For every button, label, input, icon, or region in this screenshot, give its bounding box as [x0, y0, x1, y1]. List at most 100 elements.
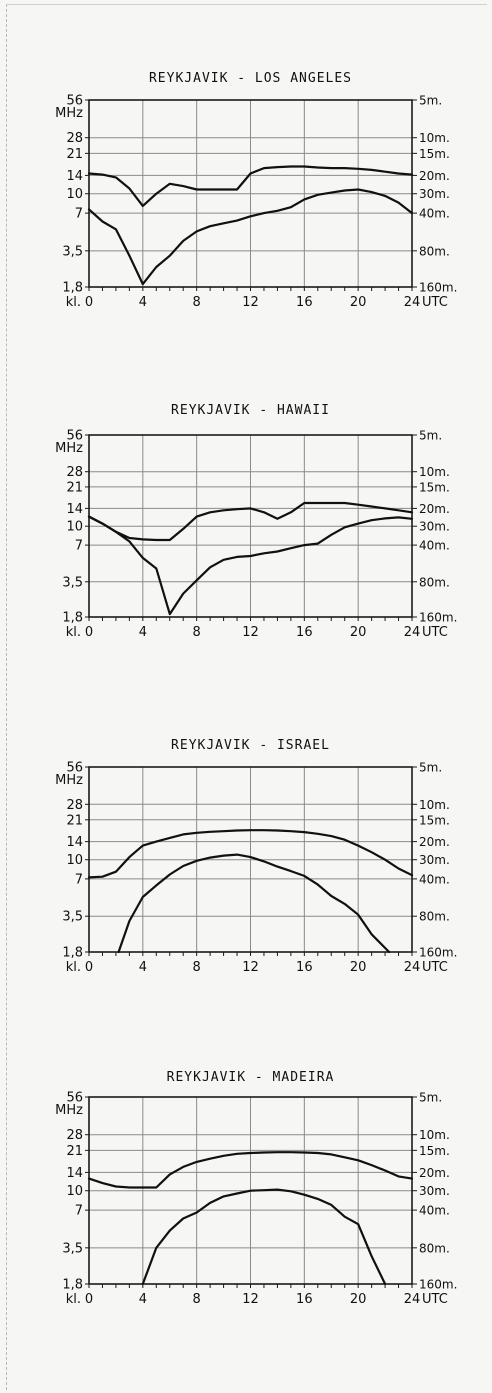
y-tick-label: 7 [75, 539, 83, 554]
x-tick-label: 8 [193, 1292, 201, 1307]
band-label: 80m. [419, 910, 450, 924]
y-tick-label: 10 [66, 853, 83, 868]
chart-title: REYKJAVIK - ISRAEL [171, 738, 330, 753]
y-tick-label: 28 [66, 465, 83, 480]
y-tick-label: 10 [66, 187, 83, 202]
series-line-1 [87, 501, 414, 542]
x-tick-label: 16 [296, 1292, 313, 1307]
series-line-1 [87, 165, 414, 207]
band-label: 5m. [419, 1091, 442, 1105]
x-tick-label: 20 [350, 960, 367, 975]
x-start-label: kl. [66, 960, 81, 975]
y-unit-label: MHz [55, 1103, 83, 1118]
x-tick-label: 16 [296, 295, 313, 310]
x-tick-label: 8 [193, 295, 201, 310]
band-label: 5m. [419, 94, 442, 108]
y-tick-label: 1,8 [62, 281, 83, 296]
series-line-1 [87, 829, 414, 879]
band-label: 80m. [419, 1241, 450, 1255]
band-label: 80m. [419, 575, 450, 589]
band-label: 15m. [419, 813, 450, 827]
page-frame [6, 4, 487, 1390]
x-start-label: kl. [66, 625, 81, 640]
band-label: 40m. [419, 539, 450, 553]
band-label: 20m. [419, 502, 450, 516]
y-tick-label: 1,8 [62, 946, 83, 961]
y-unit-label: MHz [55, 106, 83, 121]
band-label: 40m. [419, 207, 450, 221]
y-unit-label: MHz [55, 441, 83, 456]
band-label: 160m. [419, 281, 457, 295]
x-tick-label: 12 [242, 1292, 259, 1307]
band-label: 15m. [419, 147, 450, 161]
y-tick-label: 21 [66, 813, 83, 828]
band-label: 20m. [419, 1166, 450, 1180]
series-line-1 [87, 1151, 414, 1189]
x-tick-label: 24 [404, 1292, 421, 1307]
y-tick-label: 1,8 [62, 1278, 83, 1293]
y-tick-label: 56 [66, 1091, 83, 1106]
band-label: 5m. [419, 429, 442, 443]
x-tick-label: 12 [242, 295, 259, 310]
y-unit-label: MHz [55, 773, 83, 788]
y-tick-label: 56 [66, 761, 83, 776]
band-label: 160m. [419, 1278, 457, 1292]
x-end-label: UTC [422, 625, 448, 640]
y-tick-label: 28 [66, 131, 83, 146]
y-tick-label: 14 [66, 169, 83, 184]
x-tick-label: 20 [350, 625, 367, 640]
y-tick-label: 28 [66, 798, 83, 813]
x-tick-label: 4 [139, 960, 147, 975]
y-tick-label: 7 [75, 872, 83, 887]
x-tick-label: 4 [139, 625, 147, 640]
x-tick-label: 12 [242, 625, 259, 640]
y-tick-label: 14 [66, 1166, 83, 1181]
x-tick-label: 16 [296, 960, 313, 975]
y-tick-label: 3,5 [62, 244, 83, 259]
x-tick-label: 20 [350, 295, 367, 310]
chart-title: REYKJAVIK - LOS ANGELES [149, 71, 352, 86]
x-tick-label: 24 [404, 960, 421, 975]
y-tick-label: 10 [66, 1184, 83, 1199]
y-tick-label: 21 [66, 1144, 83, 1159]
x-tick-label: 24 [404, 295, 421, 310]
x-end-label: UTC [422, 1292, 448, 1307]
band-label: 15m. [419, 480, 450, 494]
chart-title: REYKJAVIK - MADEIRA [167, 1070, 335, 1085]
x-tick-label: 4 [139, 295, 147, 310]
band-label: 80m. [419, 244, 450, 258]
x-tick-label: 16 [296, 625, 313, 640]
y-tick-label: 10 [66, 520, 83, 535]
y-tick-label: 3,5 [62, 1241, 83, 1256]
band-label: 10m. [419, 1128, 450, 1142]
chart-title: REYKJAVIK - HAWAII [171, 403, 330, 418]
x-tick-label: 12 [242, 960, 259, 975]
y-tick-label: 7 [75, 1204, 83, 1219]
x-tick-label: 0 [85, 960, 93, 975]
x-tick-label: 0 [85, 1292, 93, 1307]
series-line-2 [87, 188, 414, 286]
band-label: 30m. [419, 853, 450, 867]
y-tick-label: 21 [66, 480, 83, 495]
x-start-label: kl. [66, 1292, 81, 1307]
band-label: 160m. [419, 946, 457, 960]
band-label: 20m. [419, 835, 450, 849]
series-line-2 [141, 1188, 387, 1286]
y-tick-label: 7 [75, 207, 83, 222]
y-tick-label: 56 [66, 429, 83, 444]
y-tick-label: 28 [66, 1128, 83, 1143]
x-start-label: kl. [66, 295, 81, 310]
series-line-2 [87, 515, 414, 616]
band-label: 30m. [419, 520, 450, 534]
y-tick-label: 3,5 [62, 575, 83, 590]
y-tick-label: 1,8 [62, 611, 83, 626]
x-tick-label: 0 [85, 625, 93, 640]
band-label: 10m. [419, 131, 450, 145]
x-tick-label: 8 [193, 625, 201, 640]
band-label: 10m. [419, 798, 450, 812]
